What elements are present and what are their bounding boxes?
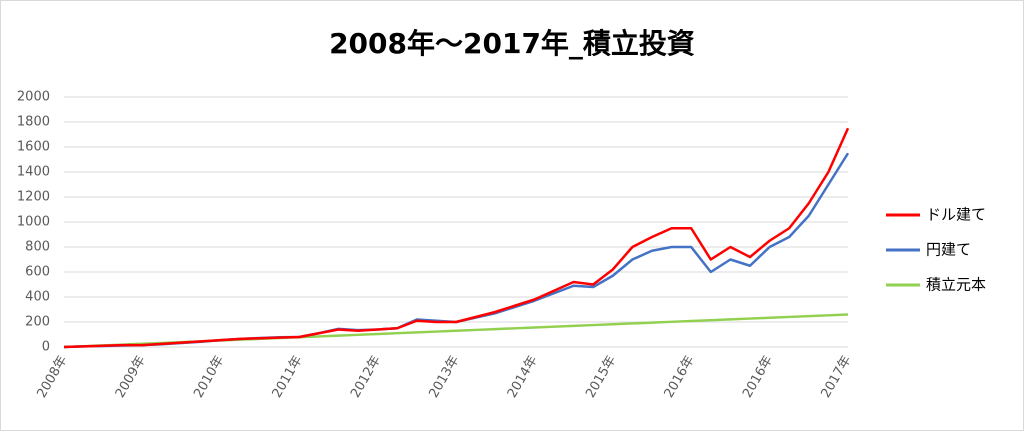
y-tick-label: 1600 <box>17 140 50 155</box>
chart-title: 2008年～2017年_積立投資 <box>329 27 695 60</box>
legend-label: 円建て <box>926 241 971 259</box>
legend-label: 積立元本 <box>926 276 986 294</box>
series-line <box>63 127 850 349</box>
y-tick-label: 400 <box>25 290 50 305</box>
y-tick-label: 200 <box>25 315 50 330</box>
y-tick-label: 2000 <box>17 90 50 105</box>
legend-label: ドル建て <box>926 206 986 224</box>
y-tick-label: 600 <box>25 265 50 280</box>
y-tick-label: 1200 <box>17 190 50 205</box>
y-tick-label: 1400 <box>17 165 50 180</box>
y-tick-label: 800 <box>25 240 50 255</box>
y-tick-label: 0 <box>42 340 50 355</box>
y-tick-label: 1000 <box>17 215 50 230</box>
y-tick-label: 1800 <box>17 115 50 130</box>
